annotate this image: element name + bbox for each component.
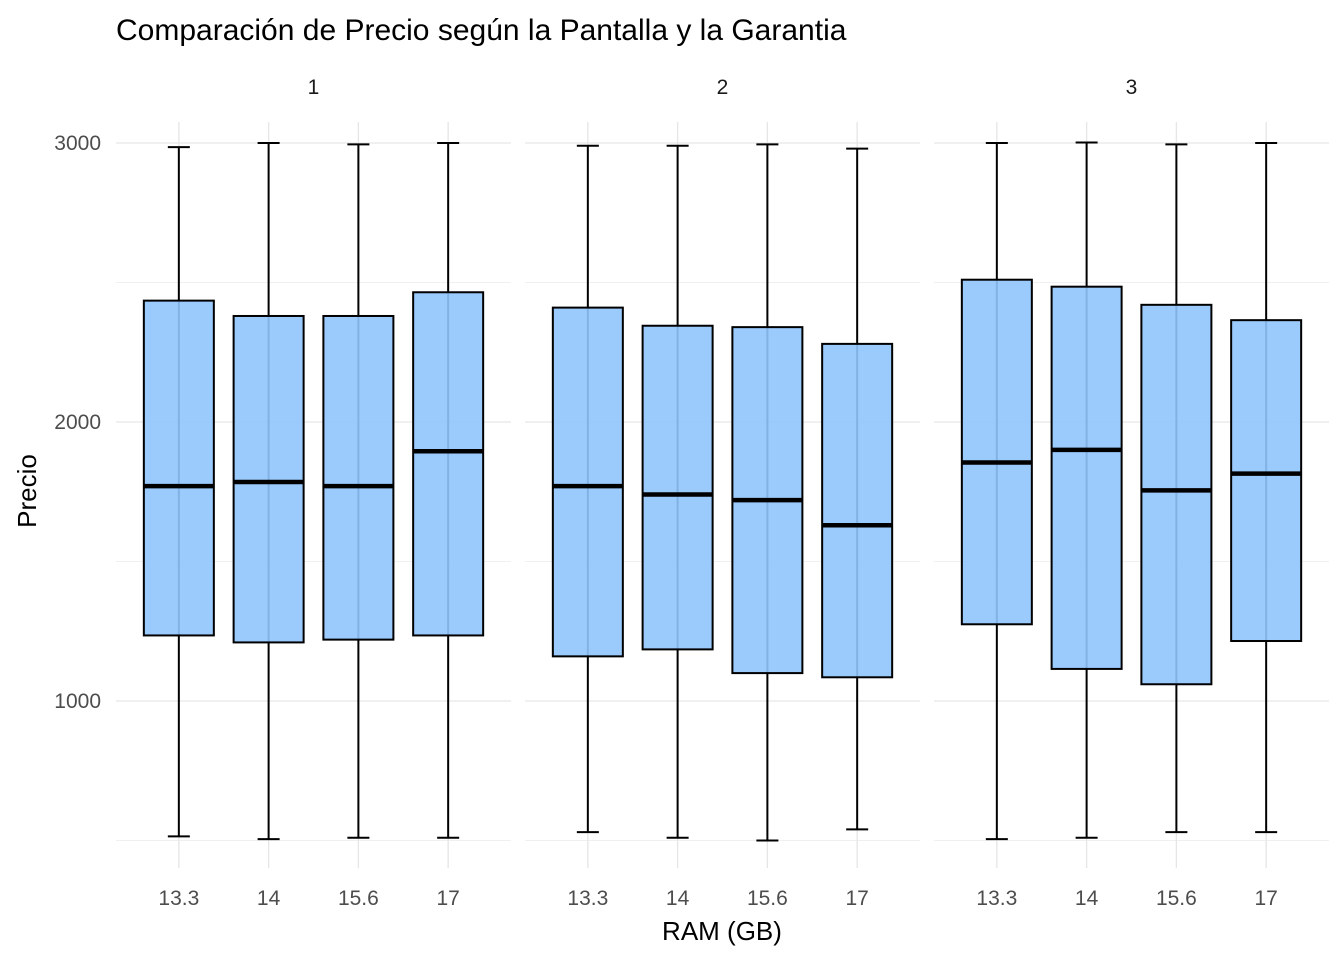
facet-strip-label: 2 xyxy=(717,76,729,99)
y-tick-label: 1000 xyxy=(54,690,101,713)
facet-panels: 1 13.3 14 15.6 17 2 13.3 14 15.6 17 3 13.3 14 15.6 17 xyxy=(116,76,1329,910)
x-tick-label: 15.6 xyxy=(1156,887,1197,910)
facet-panel-2: 2 13.3 14 15.6 17 xyxy=(525,76,920,910)
x-tick-label: 17 xyxy=(1254,887,1277,910)
y-axis-title: Precio xyxy=(12,454,42,528)
x-tick-label: 15.6 xyxy=(747,887,788,910)
x-tick-label: 13.3 xyxy=(567,887,608,910)
x-tick-label: 14 xyxy=(1075,887,1099,910)
x-tick-label: 13.3 xyxy=(976,887,1017,910)
box-iqr xyxy=(641,324,714,651)
box-3-14 xyxy=(1050,141,1123,839)
y-axis: 1000 2000 3000 xyxy=(54,132,101,713)
box-1-13.3 xyxy=(142,146,215,838)
x-tick-label: 17 xyxy=(436,887,459,910)
x-tick-label: 13.3 xyxy=(158,887,199,910)
x-axis-title: RAM (GB) xyxy=(662,916,782,946)
x-tick-label: 14 xyxy=(257,887,281,910)
box-iqr xyxy=(1140,303,1213,686)
facet-panel-1: 1 13.3 14 15.6 17 xyxy=(116,76,511,910)
x-tick-label: 14 xyxy=(666,887,690,910)
facet-panel-3: 3 13.3 14 15.6 17 xyxy=(934,76,1329,910)
box-2-13.3 xyxy=(551,144,624,834)
box-iqr xyxy=(551,306,624,658)
y-tick-label: 2000 xyxy=(54,411,101,434)
facet-strip-label: 1 xyxy=(308,76,320,99)
box-iqr xyxy=(142,299,215,637)
box-3-17 xyxy=(1230,142,1303,834)
facet-strip-label: 3 xyxy=(1126,76,1138,99)
box-iqr xyxy=(322,314,395,641)
box-2-17 xyxy=(821,147,894,831)
box-iqr xyxy=(821,342,894,679)
box-iqr xyxy=(1230,319,1303,643)
box-iqr xyxy=(960,278,1033,626)
box-3-15.6 xyxy=(1140,143,1213,834)
box-1-15.6 xyxy=(322,143,395,839)
chart-title: Comparación de Precio según la Pantalla … xyxy=(116,14,847,47)
box-1-14 xyxy=(232,142,305,841)
box-3-13.3 xyxy=(960,142,1033,841)
box-iqr xyxy=(1050,285,1123,670)
box-iqr xyxy=(412,291,485,637)
box-2-15.6 xyxy=(731,143,804,842)
box-2-14 xyxy=(641,144,714,839)
box-iqr xyxy=(232,314,305,644)
x-tick-label: 17 xyxy=(845,887,868,910)
x-tick-label: 15.6 xyxy=(338,887,379,910)
box-1-17 xyxy=(412,142,485,839)
y-tick-label: 3000 xyxy=(54,132,101,155)
